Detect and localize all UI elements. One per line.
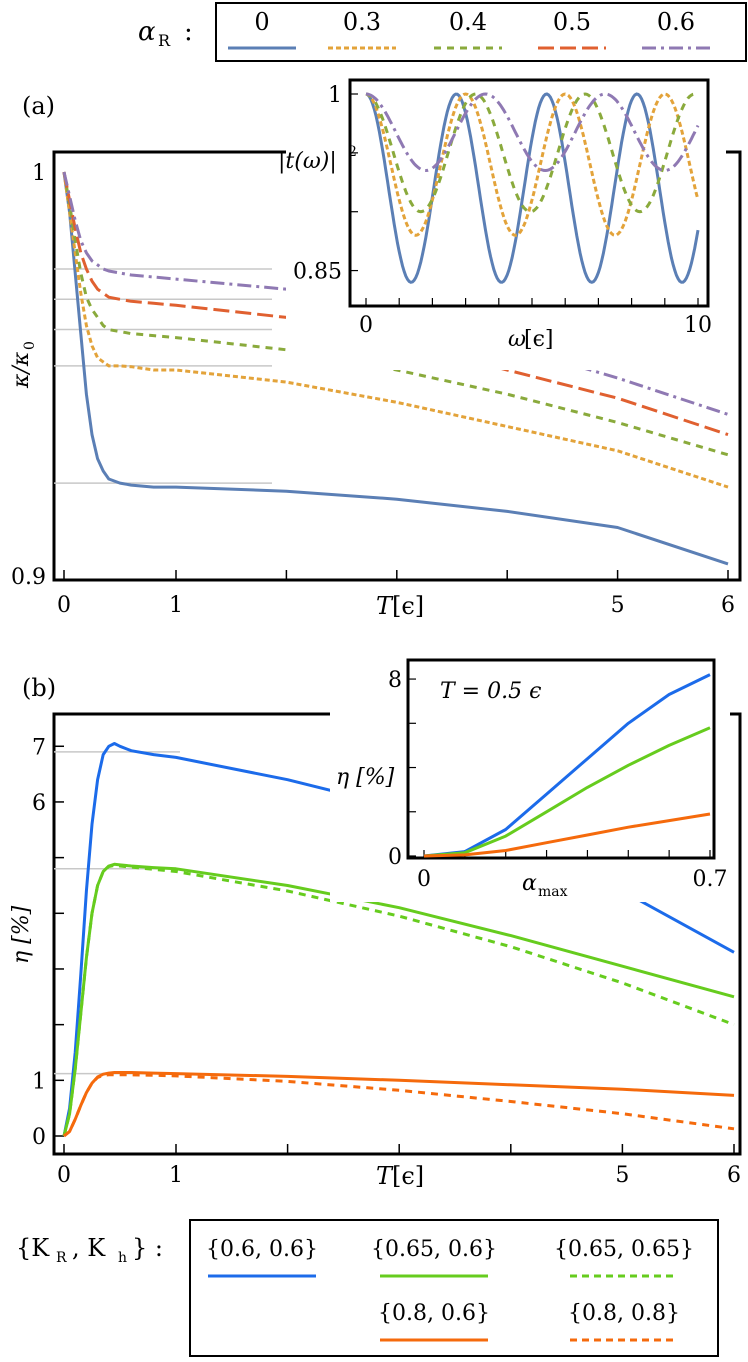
panel-a-ylabel-sub: 0: [22, 341, 38, 350]
panel-a-label: (a): [22, 92, 55, 120]
legend-bottom-label-4: {0.8, 0.8}: [568, 1301, 680, 1326]
panel-b-ytick-label-0: 0: [32, 1125, 46, 1150]
panel-b-ytick-label-2: 6: [32, 791, 46, 816]
legend-top-frame: [215, 2, 747, 62]
legend-top-label-0: 0: [254, 8, 269, 36]
panel-b-xtick-label-1: 1: [169, 1163, 183, 1188]
panel-a-xtick-label-3: 6: [721, 593, 735, 618]
inset-b-series-2: [423, 812, 711, 858]
inset-a-ylabel-sup: 2: [348, 144, 357, 160]
panel-b-series-3: [63, 1071, 735, 1138]
inset-a-xlabel: ω: [508, 327, 526, 352]
legend-top-label-3: 0.5: [553, 8, 591, 36]
inset-b-ytick-label-1: 8: [388, 668, 402, 693]
inset-a-xtick-label-1: 10: [684, 313, 712, 338]
legend-top-label-2: 0.4: [449, 8, 487, 36]
legend-bottom-prefix: {K: [16, 1234, 50, 1262]
inset-b-series-0: [423, 673, 711, 858]
panel-b-label: (b): [22, 674, 56, 702]
inset-a: 0 10 0.85 1 |t(ω)| 2 ω [ϵ]: [278, 78, 726, 370]
inset-b-series-1: [423, 726, 711, 858]
legend-bottom-suffix: } :: [132, 1234, 163, 1262]
inset-a-series-1: [365, 92, 700, 237]
panel-b-ylabel: η [%]: [9, 905, 34, 964]
panel-a-ylabel-text: κ/κ: [9, 351, 34, 389]
legend-bottom-label-0: {0.6, 0.6}: [206, 1237, 318, 1262]
panel-b-xtick-label-3: 6: [727, 1163, 741, 1188]
inset-b-xlabel: α: [522, 871, 537, 896]
legend-top-label-1: 0.3: [343, 8, 381, 36]
legend-bottom-sub2: h: [118, 1250, 127, 1266]
inset-a-series-0: [365, 92, 700, 284]
panel-a-series-0: [62, 171, 729, 566]
panel-a-xlabel: T: [376, 592, 394, 620]
legend-bottom-label-1: {0.65, 0.6}: [371, 1237, 497, 1262]
legend-bottom-label-3: {0.8, 0.6}: [378, 1301, 490, 1326]
panel-b-xlabel: T: [376, 1162, 394, 1190]
panel-b-ylabel-text: η [%]: [9, 905, 34, 964]
legend-top-label-4: 0.6: [657, 8, 695, 36]
panel-b-ytick-label-3: 7: [32, 735, 46, 760]
legend-top: α R : 0 0.3 0.4 0.5 0.6: [138, 2, 747, 62]
panel-b-ytick-label-1: 1: [32, 1069, 46, 1094]
panel-a-xtick-label-2: 5: [611, 593, 625, 618]
inset-b-annotation: T = 0.5 ϵ: [440, 679, 541, 704]
panel-a-xlabel-unit: [ϵ]: [392, 592, 424, 620]
panel-a-ytick-label-1: 1: [32, 161, 46, 186]
legend-bottom: {K R , K h } : {0.6, 0.6} {0.65, 0.6} {0.6…: [16, 1219, 719, 1357]
inset-b-frame: [406, 658, 716, 860]
inset-a-ylabel: |t(ω)|: [278, 149, 337, 174]
inset-a-series-2: [365, 92, 699, 214]
inset-a-ytick-label-1: 1: [328, 83, 342, 108]
inset-b-ylabel: η [%]: [336, 765, 395, 790]
panel-b-xtick-label-0: 0: [57, 1163, 71, 1188]
inset-a-series-3: [365, 92, 700, 173]
inset-a-xlabel-unit: [ϵ]: [524, 327, 554, 352]
panel-a-ytick-label-0: 0.9: [11, 565, 46, 590]
inset-b-xlabel-sub: max: [538, 884, 568, 900]
legend-top-subscript: R: [158, 31, 171, 50]
legend-bottom-frame: [189, 1219, 719, 1357]
legend-top-colon: :: [184, 17, 193, 47]
panel-b-series-2: [62, 863, 735, 1137]
panel-a-series-1: [62, 171, 729, 489]
panel-b-series-1: [62, 862, 735, 1137]
inset-a-xtick-label-0: 0: [359, 313, 373, 338]
panel-a-series-2: [62, 171, 729, 457]
panel-b-xtick-label-2: 5: [615, 1163, 629, 1188]
inset-b: 0 0.7 0 8 T = 0.5 ϵ η [%] α max: [330, 652, 730, 902]
panel-a-xtick-label-1: 1: [169, 593, 183, 618]
inset-b-xtick-label-0: 0: [417, 867, 431, 892]
inset-a-ytick-label-0: 0.85: [293, 260, 342, 285]
legend-bottom-sub1: R: [56, 1250, 67, 1266]
panel-a-ylabel: κ/κ 0: [9, 341, 38, 389]
panel-b-series-4: [63, 1073, 735, 1138]
legend-bottom-label-2: {0.65, 0.65}: [554, 1237, 694, 1262]
inset-b-ytick-label-0: 0: [388, 845, 402, 870]
panel-a-xtick-label-0: 0: [57, 593, 71, 618]
legend-top-symbol: α: [138, 17, 156, 47]
legend-bottom-mid: , K: [72, 1234, 106, 1262]
inset-b-xtick-label-1: 0.7: [693, 867, 728, 892]
panel-b-xlabel-unit: [ϵ]: [392, 1162, 424, 1190]
